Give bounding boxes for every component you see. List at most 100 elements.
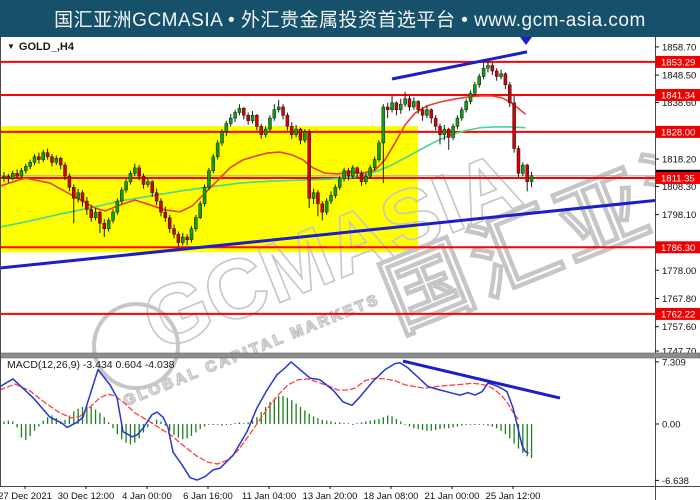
candle-bull [403, 98, 407, 105]
arrow-marker[interactable] [520, 37, 532, 45]
header-title: 国汇亚洲GCMASIA • 外汇贵金属投资首选平台 • www.gcm-asia… [54, 10, 646, 31]
macd-main-line [0, 361, 529, 481]
macd-signal-line [0, 377, 519, 465]
candle-bull [215, 142, 220, 158]
header-bar: 国汇亚洲GCMASIA • 外汇贵金属投资首选平台 • www.gcm-asia… [0, 0, 700, 37]
time-tick-label: 21 Jan 00:00 [425, 491, 480, 500]
time-tick-label: 18 Jan 08:00 [364, 491, 419, 500]
level-price-box-label: 1786.30 [661, 243, 695, 254]
candle-bear [185, 236, 189, 241]
candle-bull [263, 128, 268, 135]
time-tick-label: 4 Jan 00:00 [122, 491, 172, 500]
candle-bull [473, 84, 477, 94]
ma-fast-line [0, 95, 526, 213]
candle-bear [176, 234, 181, 243]
candle-bull [24, 166, 28, 171]
time-tick-label: 27 Dec 2021 [0, 491, 52, 500]
price-scale-column[interactable] [655, 37, 700, 500]
candle-bull [451, 126, 455, 138]
macd-trendline[interactable] [402, 359, 561, 400]
candle-bear [285, 115, 290, 127]
pane-separator[interactable] [0, 352, 700, 359]
candle-bull [333, 186, 338, 196]
price-tick-label: 1818.20 [662, 155, 696, 166]
candle-bull [211, 156, 216, 171]
candle-bull [342, 170, 346, 180]
candle-bull [19, 170, 24, 177]
price-tick-label: 1778.00 [662, 266, 696, 277]
candle-bear [490, 65, 495, 72]
level-price-box [656, 125, 700, 138]
candle-bear [159, 200, 163, 213]
watermark-logo-circle [92, 302, 180, 390]
level-price-box [656, 307, 700, 320]
candle-bull [364, 175, 368, 182]
candle-bull [329, 195, 333, 202]
candle-bear [525, 164, 529, 182]
candle-bull [464, 101, 468, 110]
candle-bear [355, 167, 359, 174]
candle-bull [324, 200, 329, 213]
chart-background[interactable] [0, 37, 700, 500]
candle-bear [346, 170, 351, 177]
candle-bull [28, 162, 32, 167]
candle-bull [499, 73, 503, 77]
level-price-box-label: 1853.29 [661, 57, 695, 68]
candle-bull [128, 173, 133, 182]
candle-bull [250, 115, 255, 122]
candle-bear [67, 175, 72, 188]
candle-bull [220, 131, 224, 144]
price-tick-label: 1757.60 [662, 322, 696, 333]
candle-bull [233, 112, 237, 119]
candle-bear [37, 156, 41, 160]
candle-bear [298, 128, 303, 141]
candle-bull [181, 236, 185, 243]
macd-scale-label: 7.309 [662, 357, 686, 368]
candle-bull [529, 175, 534, 182]
level-price-box [656, 241, 700, 254]
candle-bear [446, 128, 451, 138]
candle-bull [442, 128, 447, 135]
channel-top-trendline[interactable] [391, 50, 528, 81]
candle-bull [455, 117, 460, 127]
candle-bull [202, 186, 207, 205]
price-tick-label: 1747.70 [662, 347, 696, 358]
candle-bull [228, 117, 233, 124]
candle-bull [381, 106, 386, 144]
candle-bull [106, 220, 111, 229]
candle-bull [368, 167, 372, 177]
candle-bull [486, 65, 490, 69]
time-tick-label: 30 Dec 12:00 [58, 491, 115, 500]
candle-bear [503, 73, 508, 86]
candle-bear [259, 126, 263, 135]
candle-bear [137, 167, 141, 177]
price-tick-label: 1838.60 [662, 98, 696, 109]
candle-bear [45, 152, 50, 158]
candle-bear [163, 211, 168, 218]
candle-bear [359, 173, 364, 182]
candle-bull [133, 167, 137, 174]
candle-bull [237, 108, 242, 113]
candle-bear [281, 106, 285, 116]
support-trendline[interactable] [0, 198, 661, 270]
candle-bull [198, 203, 202, 218]
candle-bull [337, 178, 342, 188]
candle-bear [89, 209, 93, 218]
candle-bear [316, 192, 320, 205]
candle-bear [15, 173, 19, 177]
candle-bull [481, 67, 486, 77]
level-price-box-label: 1811.35 [661, 173, 695, 184]
candle-bull [10, 173, 15, 180]
candle-bear [433, 117, 438, 127]
candle-bull [412, 101, 416, 108]
candle-bear [85, 200, 89, 210]
candle-bull [115, 200, 120, 213]
price-tick-label: 1848.50 [662, 71, 696, 82]
candle-bear [141, 175, 146, 185]
candle-bear [420, 109, 425, 116]
candle-bull [2, 175, 6, 178]
candle-bear [172, 228, 176, 235]
candle-bull [93, 211, 98, 218]
candle-bull [372, 159, 377, 169]
